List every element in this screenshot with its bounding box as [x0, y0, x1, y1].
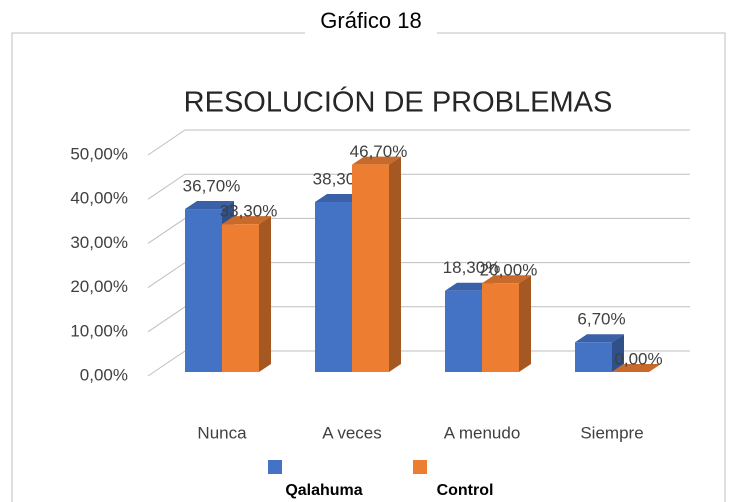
bar-side — [259, 216, 271, 372]
x-tick-label: Nunca — [197, 423, 247, 442]
grid-line — [147, 129, 690, 156]
bar — [482, 275, 531, 372]
y-tick-label: 0,00% — [80, 365, 128, 384]
x-tick-label: A veces — [322, 423, 382, 442]
y-tick-label: 30,00% — [70, 233, 128, 252]
bar-side — [519, 275, 531, 372]
x-tick-label: A menudo — [444, 423, 521, 442]
data-label: 6,70% — [577, 310, 625, 329]
x-tick-label: Siempre — [580, 423, 643, 442]
y-tick-label: 50,00% — [70, 144, 128, 163]
bar-top — [222, 216, 271, 225]
y-tick-label: 40,00% — [70, 189, 128, 208]
data-label: 0,00% — [614, 349, 662, 368]
bar — [352, 156, 401, 372]
bar-side — [612, 334, 624, 372]
bar — [575, 334, 624, 372]
caption: Gráfico 18 — [320, 8, 422, 33]
bar-top — [352, 156, 401, 165]
bar-top — [575, 334, 624, 343]
bar-front — [482, 283, 519, 372]
grid-line — [147, 173, 690, 200]
bar-top — [482, 275, 531, 284]
y-tick-label: 20,00% — [70, 277, 128, 296]
bar-front — [315, 201, 352, 372]
bar-front — [575, 342, 612, 372]
bar-front — [222, 224, 259, 372]
data-label: 18,30% — [443, 258, 501, 277]
bar-top — [315, 193, 364, 202]
data-label: 33,30% — [220, 202, 278, 221]
y-tick-label: 10,00% — [70, 321, 128, 340]
bar-front — [185, 209, 222, 372]
data-label: 20,00% — [480, 261, 538, 280]
frame — [437, 32, 726, 502]
data-label: 36,70% — [183, 177, 241, 196]
legend-label: Qalahuma — [285, 482, 362, 499]
chart-title: RESOLUCIÓN DE PROBLEMAS — [184, 86, 613, 119]
bar-front — [352, 164, 389, 372]
legend-label: Control — [437, 482, 494, 499]
bar-top — [185, 201, 234, 210]
bar-top — [445, 282, 494, 291]
bar-front — [445, 290, 482, 372]
data-label: 46,70% — [350, 142, 408, 161]
bar — [612, 364, 661, 372]
frame — [11, 32, 305, 502]
legend-swatch — [413, 460, 427, 474]
bar — [222, 216, 271, 372]
bar-side — [389, 156, 401, 372]
bar-top — [612, 364, 661, 372]
legend-swatch — [268, 460, 282, 474]
